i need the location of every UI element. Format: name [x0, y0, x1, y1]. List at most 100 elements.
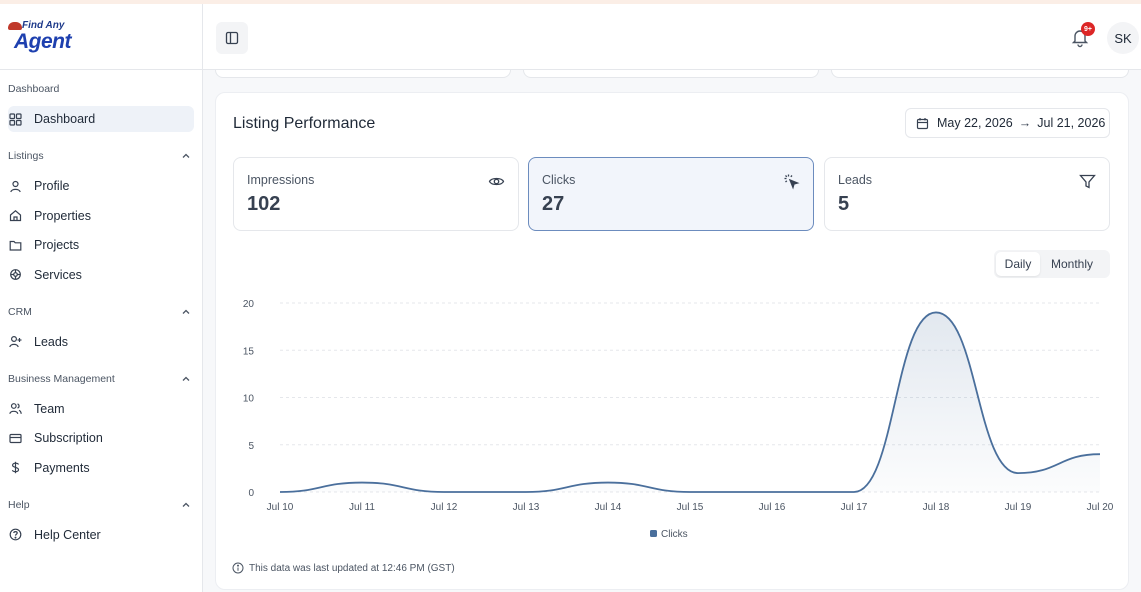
x-tick-label: Jul 10	[267, 502, 294, 513]
date-from: May 22, 2026	[937, 116, 1013, 130]
series-line	[279, 311, 1101, 493]
nav-section-header[interactable]: Business Management	[8, 362, 194, 396]
sidebar-item-profile[interactable]: Profile	[8, 173, 194, 199]
x-tick-label: Jul 13	[513, 502, 540, 513]
x-tick-label: Jul 19	[1005, 502, 1032, 513]
chevron-up-icon[interactable]	[178, 371, 194, 387]
last-updated-note: This data was last updated at 12:46 PM (…	[232, 562, 455, 574]
nav-section-header[interactable]: Listings	[8, 139, 194, 173]
main-content: Listing Performance May 22, 2026 → Jul 2…	[203, 70, 1141, 592]
metric-value: 102	[247, 193, 281, 215]
nav-section-crm: CRM Leads	[0, 295, 202, 355]
date-to: Jul 21, 2026	[1037, 116, 1106, 130]
sidebar-item-team[interactable]: Team	[8, 396, 194, 422]
logo-line1: Find Any	[22, 19, 65, 31]
eye-icon	[487, 172, 505, 190]
logo-area[interactable]: Find Any Agent	[0, 4, 202, 70]
x-tick-label: Jul 14	[595, 502, 622, 513]
period-daily-button[interactable]: Daily	[996, 252, 1040, 276]
logo-hat-icon	[8, 21, 22, 30]
metric-label: Clicks	[542, 173, 576, 187]
nav-section-title: Help	[8, 498, 30, 511]
calendar-icon	[916, 117, 929, 130]
home-icon	[8, 209, 22, 223]
date-range-picker[interactable]: May 22, 2026 → Jul 21, 2026	[905, 108, 1110, 138]
nav-section-title: Listings	[8, 150, 44, 162]
nav-section-listings: Listings Profile Properties Projects Service…	[0, 139, 202, 288]
y-tick-label: 5	[248, 441, 254, 452]
chevron-up-icon[interactable]	[178, 497, 194, 513]
panel-left-icon	[225, 31, 239, 45]
x-tick-label: Jul 15	[677, 502, 704, 513]
summary-card-stub	[215, 70, 511, 78]
dollar-icon	[8, 461, 22, 475]
summary-card-stub	[831, 70, 1129, 78]
nav-section-header: Dashboard	[8, 72, 194, 106]
sidebar-item-label: Dashboard	[34, 112, 96, 126]
user-plus-icon	[8, 335, 22, 349]
sidebar-item-label: Leads	[34, 334, 69, 349]
help-circle-icon	[8, 528, 22, 542]
notification-badge: 9+	[1081, 22, 1095, 36]
card-title: Listing Performance	[233, 115, 376, 132]
sidebar-item-properties[interactable]: Properties	[8, 203, 194, 229]
nav-section-title: CRM	[8, 305, 32, 318]
legend-swatch	[650, 530, 657, 537]
filter-icon	[1078, 172, 1096, 190]
sidebar-nav: Dashboard Dashboard Listings Profile Propert…	[0, 72, 202, 548]
nav-section-title: Business Management	[8, 372, 115, 385]
sidebar-item-help-center[interactable]: Help Center	[8, 522, 194, 548]
sidebar-item-dashboard[interactable]: Dashboard	[8, 106, 194, 132]
nav-section-business-management: Business Management Team Subscription Payme…	[0, 362, 202, 481]
metric-card-clicks[interactable]: Clicks 27	[528, 157, 814, 231]
chevron-up-icon[interactable]	[178, 148, 194, 164]
app-logo[interactable]: Find Any Agent	[8, 16, 72, 58]
nav-section-header[interactable]: CRM	[8, 295, 194, 329]
info-icon	[232, 562, 244, 574]
sidebar-item-label: Subscription	[34, 431, 103, 445]
sidebar-item-projects[interactable]: Projects	[8, 232, 194, 258]
metric-card-leads[interactable]: Leads 5	[824, 157, 1110, 231]
avatar[interactable]: SK	[1107, 22, 1139, 54]
metric-label: Leads	[838, 173, 873, 187]
chevron-up-icon[interactable]	[178, 304, 194, 320]
y-tick-label: 0	[248, 488, 254, 499]
nav-section-help: Help Help Center	[0, 488, 202, 548]
arrow-right-icon: →	[1018, 116, 1032, 130]
period-toggle: Daily Monthly	[994, 250, 1110, 278]
folder-icon	[8, 238, 22, 252]
last-updated-text: This data was last updated at 12:46 PM (…	[249, 562, 455, 574]
sidebar-item-label: Team	[34, 401, 65, 416]
x-tick-label: Jul 12	[431, 502, 458, 513]
sidebar-item-label: Payments	[34, 460, 90, 475]
sidebar-item-label: Services	[34, 267, 82, 282]
sidebar-item-label: Help Center	[34, 527, 101, 542]
sidebar-item-label: Projects	[34, 238, 80, 252]
sidebar-toggle-button[interactable]	[216, 22, 248, 54]
metric-card-impressions[interactable]: Impressions 102	[233, 157, 519, 231]
y-tick-label: 10	[243, 394, 255, 405]
sidebar-item-payments[interactable]: Payments	[8, 455, 194, 481]
logo-line2: Agent	[14, 29, 72, 53]
sidebar-item-subscription[interactable]: Subscription	[8, 425, 194, 451]
sidebar-item-label: Properties	[34, 208, 91, 223]
y-tick-label: 15	[243, 346, 255, 357]
top-header: 9+ SK	[203, 4, 1141, 70]
period-monthly-button[interactable]: Monthly	[1050, 257, 1094, 271]
legend-label: Clicks	[661, 529, 688, 540]
cursor-click-icon	[782, 172, 800, 190]
top-accent-line	[0, 0, 1141, 4]
x-tick-label: Jul 16	[759, 502, 786, 513]
sidebar-item-leads[interactable]: Leads	[8, 329, 194, 355]
summary-card-stub	[523, 70, 819, 78]
metric-label: Impressions	[247, 173, 315, 187]
nav-section-dashboard: Dashboard Dashboard	[0, 72, 202, 132]
sidebar-item-services[interactable]: Services	[8, 262, 194, 288]
x-tick-label: Jul 11	[349, 502, 375, 513]
listing-performance-card: Listing Performance May 22, 2026 → Jul 2…	[215, 92, 1129, 590]
sidebar: Find Any Agent Dashboard Dashboard Listing…	[0, 4, 203, 592]
settings-icon	[8, 268, 22, 282]
nav-section-header[interactable]: Help	[8, 488, 194, 522]
grid-icon	[8, 112, 22, 126]
user-icon	[8, 179, 22, 193]
